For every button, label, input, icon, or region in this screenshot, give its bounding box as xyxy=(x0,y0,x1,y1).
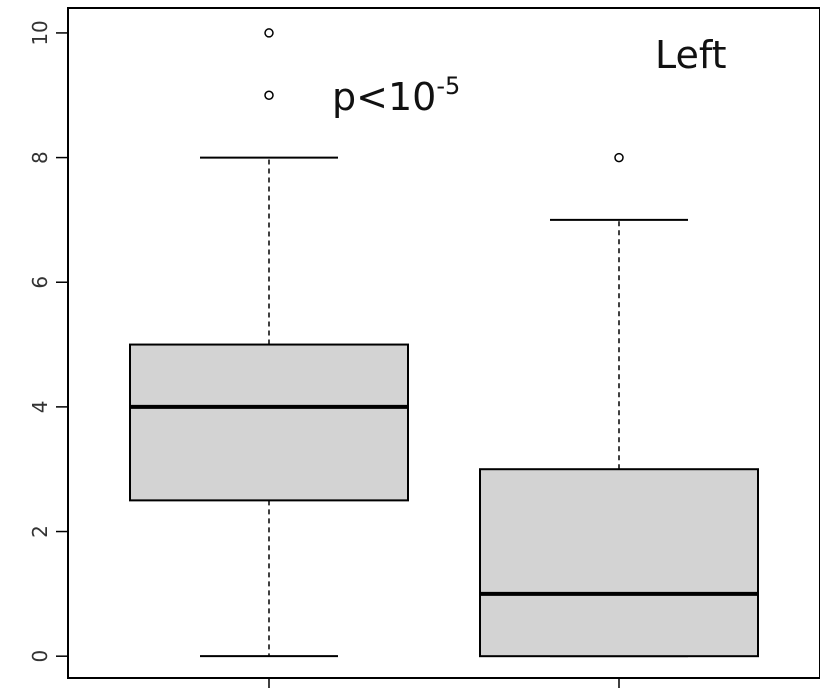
plot-frame xyxy=(67,7,820,679)
p-value-exponent: -5 xyxy=(436,72,461,100)
outlier-point xyxy=(614,152,624,163)
p-value-prefix: p<10 xyxy=(332,75,437,119)
panel-label: Left xyxy=(655,33,727,77)
outlier-point xyxy=(264,28,274,38)
iqr-box xyxy=(129,343,409,502)
y-tick-label: 0 xyxy=(28,650,52,663)
y-tick-label: 2 xyxy=(28,525,52,538)
outlier-point xyxy=(264,90,274,101)
iqr-box xyxy=(479,468,759,658)
y-tick-label: 6 xyxy=(28,276,52,289)
y-tick-label: 10 xyxy=(28,20,52,45)
y-axis: 0 2 4 6 8 10 xyxy=(28,20,620,688)
y-tick-label: 4 xyxy=(28,401,52,414)
p-value-annotation: p<10-5 xyxy=(332,74,460,119)
boxes xyxy=(129,28,759,658)
y-tick-label: 8 xyxy=(28,151,52,164)
